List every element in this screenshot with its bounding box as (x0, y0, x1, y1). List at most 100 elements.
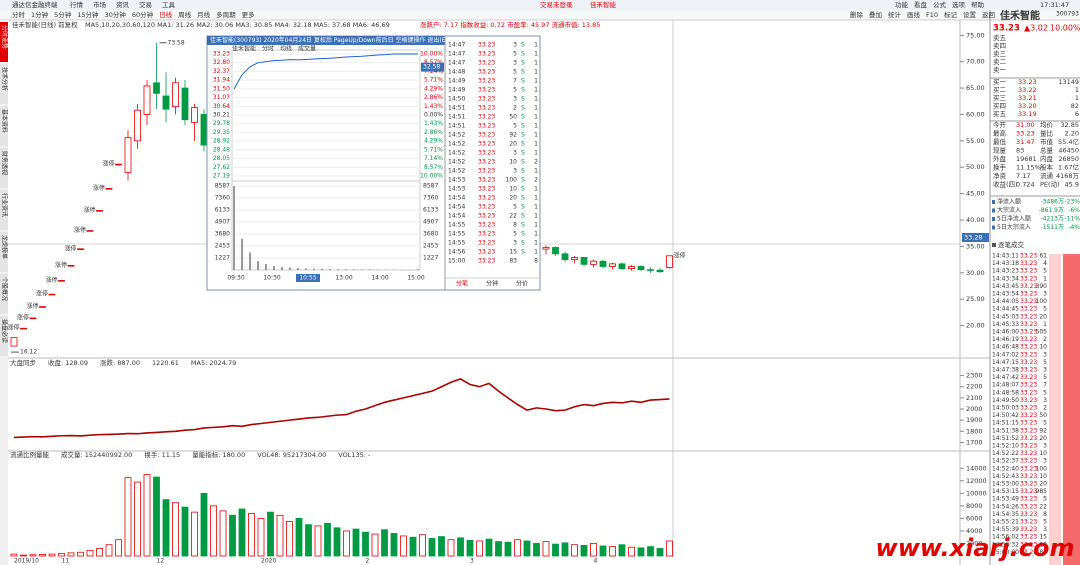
candle-body (86, 230, 94, 232)
popup-tab[interactable]: 均线 (280, 45, 292, 53)
tick-cell: 1 (534, 114, 538, 121)
popup-tab[interactable]: 成交量 (298, 45, 316, 53)
tool-button[interactable]: 叠加 (869, 10, 882, 19)
trade-time: 14:50:03 (992, 405, 1019, 412)
candle-body (48, 293, 56, 296)
trade-time: 14:47:42 (992, 374, 1019, 381)
period-tab[interactable]: 30分钟 (105, 10, 127, 19)
popup: 佳禾智能(300793) 2020年04月24日 复权后 PageUp/Down… (206, 35, 541, 291)
menu-item[interactable]: 看盘 (914, 0, 928, 9)
popup-bottom-tab[interactable]: 分价 (516, 280, 528, 288)
stock-name: 佳禾智能 (1000, 9, 1040, 22)
tool-button[interactable]: F10 (926, 11, 938, 19)
tool-button[interactable]: 统计 (888, 10, 902, 19)
menu-item[interactable]: 公式 (933, 0, 947, 9)
menu-item[interactable]: 行情 (70, 0, 84, 9)
date-label: 12 (157, 558, 165, 565)
menu-item[interactable]: 资讯 (116, 0, 130, 9)
trade-time: 14:52:40 (992, 465, 1019, 472)
side-tab[interactable] (0, 316, 8, 356)
popup-bottom-tab[interactable]: 分钟 (486, 280, 498, 288)
popup-tab[interactable]: 佳禾智能 (232, 45, 256, 53)
flow-bullet (992, 217, 995, 221)
menu-item[interactable]: 交易 (139, 0, 152, 9)
tick-cell: S (521, 213, 525, 220)
trade-volume: 5 (1043, 519, 1047, 526)
period-tab[interactable]: 15分钟 (77, 10, 99, 19)
trade-time: 14:56:32 (992, 541, 1019, 548)
trade-time: 14:49:50 (992, 397, 1019, 404)
tool-button[interactable]: 删除 (850, 10, 864, 19)
bid-price: 33.20 (1018, 102, 1037, 110)
tick-cell: 14:55 (448, 240, 465, 247)
tick-cell: 33.23 (478, 87, 495, 94)
menu-item[interactable]: 功能 (895, 0, 909, 9)
trade-price: 33.23 (1020, 519, 1037, 526)
tick-cell: 2 (534, 177, 538, 184)
period-tab[interactable]: 多周期 (216, 10, 236, 19)
tool-button[interactable]: 返回 (982, 11, 995, 19)
menu-item[interactable]: 帮助 (971, 0, 985, 9)
menu-item[interactable]: 选项 (952, 0, 966, 9)
tick-cell: 1 (534, 249, 538, 256)
side-tab-label: 基本资料 (1, 109, 9, 133)
period-tab[interactable]: 分时 (12, 10, 26, 19)
side-tab[interactable] (0, 106, 8, 146)
time-label: 09:30 (227, 275, 244, 282)
menu-item[interactable]: 工具 (162, 1, 176, 9)
vol-tick-label: 2453 (423, 243, 438, 250)
tick-cell: 14:56 (448, 249, 465, 256)
period-tab[interactable]: 更多 (242, 10, 256, 19)
tick-cell: 33.23 (478, 258, 495, 265)
popup-bottom-tab[interactable]: 分笔 (456, 280, 468, 288)
period-tab[interactable]: 5分钟 (54, 10, 72, 19)
bid-label: 买一 (993, 78, 1007, 86)
period-tab[interactable]: 月线 (197, 10, 211, 19)
trade-time: 14:47:15 (992, 359, 1019, 366)
candle-body (628, 266, 635, 269)
period-tab[interactable]: 60分钟 (132, 10, 154, 19)
stock-pct: 10.00% (1050, 24, 1080, 33)
trade-price: 33.23 (1020, 260, 1037, 267)
tick-cell: 33.23 (478, 42, 495, 49)
bid-price: 33.21 (1018, 94, 1037, 102)
side-tab[interactable] (0, 190, 8, 230)
trade-price: 33.23 (1020, 427, 1037, 434)
side-tab[interactable] (0, 22, 8, 62)
bid-label: 买二 (993, 86, 1007, 94)
volume-bar (115, 539, 122, 557)
period-tab[interactable]: 1分钟 (31, 10, 49, 19)
tool-button[interactable]: 画线 (907, 10, 921, 19)
trade-price: 33.23 (1020, 435, 1037, 442)
trade-time: 14:46:48 (992, 344, 1019, 351)
vol-tick-label: 2453 (215, 243, 230, 250)
side-tab[interactable] (0, 232, 8, 272)
tool-button[interactable]: 标记 (944, 10, 958, 19)
index-header: MA5: 2024.79 (191, 359, 236, 367)
period-tab[interactable]: 周线 (178, 10, 192, 19)
side-tab[interactable] (0, 64, 8, 104)
price-tick-label: 32.80 (213, 59, 230, 66)
trade-volume: 5 (1043, 389, 1047, 396)
period-tab[interactable]: 日线 (159, 10, 173, 19)
side-tab[interactable] (0, 274, 8, 314)
popup-plot (231, 49, 421, 271)
volume-bar (248, 512, 255, 557)
trade-price: 33.23 (1020, 534, 1037, 541)
tool-button[interactable]: 设置 (963, 10, 977, 19)
popup-tab[interactable]: 分时 (262, 45, 274, 53)
volume-bar (96, 548, 103, 557)
tick-cell: 3 (513, 42, 517, 49)
app-name: 通达信金融终端 (12, 0, 58, 9)
intraday-line (233, 53, 418, 90)
tick-cell: S (521, 204, 525, 211)
side-tab[interactable] (0, 148, 8, 188)
tick-cell: 33.23 (478, 132, 495, 139)
menu-item[interactable]: 市场 (93, 0, 107, 9)
tick-cell: 14:52 (448, 150, 465, 157)
trade-time: 14:52:10 (992, 443, 1019, 450)
tick-cell: S (521, 69, 525, 76)
trade-time: 14:46:19 (992, 336, 1019, 343)
trade-price: 33.23 (1020, 253, 1037, 260)
volume-bar (295, 518, 303, 557)
